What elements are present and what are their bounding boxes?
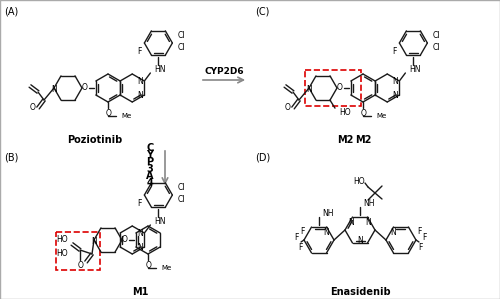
Text: Enasidenib: Enasidenib: [330, 287, 390, 297]
Text: F: F: [137, 199, 141, 208]
Text: N: N: [392, 91, 398, 100]
Text: O: O: [30, 103, 36, 112]
Bar: [56, 232, 100, 270]
Text: NH: NH: [363, 199, 374, 208]
Text: C: C: [146, 143, 154, 153]
Text: (C): (C): [255, 7, 270, 17]
Text: HO: HO: [56, 236, 68, 245]
Text: N: N: [357, 236, 363, 245]
Text: N: N: [51, 85, 57, 94]
Text: Cl: Cl: [432, 31, 440, 40]
Text: NH: NH: [322, 208, 334, 217]
Text: HO: HO: [354, 178, 365, 187]
Text: N: N: [138, 91, 143, 100]
Text: N: N: [392, 77, 398, 86]
Text: 3: 3: [146, 164, 154, 174]
Text: Me: Me: [376, 113, 386, 119]
Text: F: F: [392, 47, 396, 56]
Text: N: N: [390, 228, 396, 237]
Text: Cl: Cl: [178, 31, 185, 40]
Text: P: P: [146, 157, 154, 167]
Text: F: F: [417, 228, 421, 237]
Text: Cl: Cl: [178, 43, 185, 53]
Text: HN: HN: [154, 65, 166, 74]
Text: M2: M2: [337, 135, 353, 145]
Text: (D): (D): [255, 153, 270, 163]
Text: O: O: [337, 83, 343, 92]
Text: Cl: Cl: [178, 196, 185, 205]
Text: Cl: Cl: [178, 184, 185, 193]
Text: O: O: [285, 103, 291, 112]
Text: N: N: [91, 237, 97, 245]
Text: N: N: [138, 77, 143, 86]
Text: Poziotinib: Poziotinib: [68, 135, 122, 145]
Text: N: N: [306, 85, 312, 94]
Text: (B): (B): [4, 153, 18, 163]
Text: F: F: [137, 47, 141, 56]
Text: F: F: [294, 234, 298, 242]
Text: HO: HO: [56, 249, 68, 259]
Bar: [305, 70, 361, 106]
Text: F: F: [298, 243, 302, 252]
Text: HN: HN: [154, 216, 166, 225]
Text: N: N: [324, 228, 330, 237]
Text: HN: HN: [410, 65, 421, 74]
Text: (A): (A): [4, 7, 18, 17]
Text: A: A: [146, 171, 154, 181]
FancyArrowPatch shape: [203, 77, 243, 83]
Text: M1: M1: [132, 287, 148, 297]
Text: O: O: [78, 262, 84, 271]
Text: N: N: [138, 228, 143, 237]
Text: Y: Y: [146, 150, 154, 160]
Text: M2: M2: [355, 135, 371, 145]
Text: O: O: [122, 236, 128, 245]
Text: Me: Me: [121, 113, 131, 119]
Text: O: O: [106, 109, 112, 118]
FancyArrowPatch shape: [162, 151, 168, 183]
Text: F: F: [418, 243, 422, 252]
Text: N: N: [348, 218, 354, 227]
Text: O: O: [146, 260, 152, 269]
Text: 4: 4: [146, 178, 154, 188]
Text: N: N: [366, 218, 372, 227]
Text: O: O: [361, 109, 367, 118]
Text: O: O: [82, 83, 88, 92]
Text: HO: HO: [339, 108, 350, 117]
Text: Me: Me: [161, 265, 171, 271]
Text: F: F: [422, 234, 426, 242]
Text: CYP2D6: CYP2D6: [204, 68, 244, 77]
Text: Cl: Cl: [432, 43, 440, 53]
Text: N: N: [138, 242, 143, 251]
Text: F: F: [300, 228, 304, 237]
